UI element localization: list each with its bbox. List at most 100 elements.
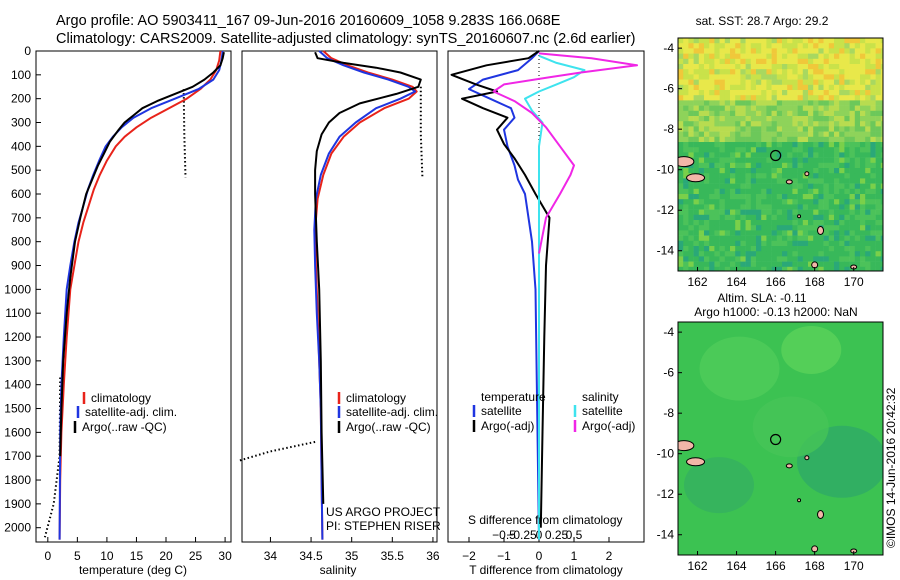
heatmap-cell bbox=[792, 235, 798, 242]
heatmap-cell bbox=[870, 126, 876, 132]
heatmap-cell bbox=[730, 84, 736, 91]
heatmap-cell bbox=[802, 90, 809, 96]
heatmap-cell bbox=[745, 100, 752, 106]
heatmap-cell bbox=[808, 64, 814, 70]
heatmap-cell bbox=[854, 53, 861, 60]
heatmap-cell bbox=[704, 266, 710, 271]
heatmap-cell bbox=[771, 100, 778, 106]
heatmap-cell bbox=[787, 147, 793, 153]
heatmap-cell bbox=[834, 53, 840, 60]
heatmap-cell bbox=[678, 261, 684, 268]
header-line-1: Argo profile: AO 5903411_167 09-Jun-2016… bbox=[56, 13, 561, 29]
heatmap-cell bbox=[787, 142, 793, 148]
heatmap-cell bbox=[808, 261, 814, 268]
island-shape bbox=[785, 463, 793, 469]
heatmap-cell bbox=[683, 225, 689, 231]
heatmap-cell bbox=[698, 251, 705, 257]
heatmap-cell bbox=[719, 90, 726, 96]
heatmap-cell bbox=[854, 214, 861, 221]
heatmap-cell bbox=[860, 64, 866, 70]
lon-tick-label: 162 bbox=[688, 559, 708, 573]
heatmap-cell bbox=[714, 266, 720, 271]
heatmap-cell bbox=[808, 178, 814, 184]
heatmap-cell bbox=[787, 256, 793, 262]
heatmap-cell bbox=[880, 235, 883, 242]
heatmap-cell bbox=[719, 225, 726, 231]
heatmap-cell bbox=[724, 74, 731, 80]
legend-label-climatology: climatology bbox=[91, 391, 151, 405]
heatmap-cell bbox=[797, 43, 804, 49]
heatmap-cell bbox=[839, 152, 845, 158]
heatmap-cell bbox=[880, 64, 883, 70]
heatmap-cell bbox=[766, 53, 772, 60]
salinity-frame bbox=[241, 50, 438, 543]
heatmap-cell bbox=[756, 240, 762, 247]
heatmap-cell bbox=[714, 240, 720, 247]
heatmap-cell bbox=[802, 178, 809, 184]
heatmap-cell bbox=[735, 173, 741, 179]
heatmap-cell bbox=[880, 214, 883, 221]
heatmap-cell bbox=[797, 225, 804, 231]
heatmap-cell bbox=[730, 147, 736, 153]
heatmap-cell bbox=[828, 162, 835, 169]
heatmap-cell bbox=[797, 121, 804, 127]
heatmap-cell bbox=[880, 204, 883, 210]
heatmap-cell bbox=[776, 69, 783, 75]
heatmap-cell bbox=[875, 235, 882, 242]
heatmap-cell bbox=[761, 90, 767, 96]
heatmap-cell bbox=[724, 235, 731, 242]
heatmap-cell bbox=[875, 131, 882, 138]
heatmap-cell bbox=[818, 235, 824, 242]
heatmap-cell bbox=[735, 194, 741, 200]
island-shape bbox=[678, 440, 695, 452]
heatmap-cell bbox=[808, 225, 814, 231]
heatmap-cell bbox=[849, 100, 856, 106]
heatmap-cell bbox=[834, 157, 840, 164]
heatmap-cell bbox=[849, 173, 856, 179]
lat-tick-label: -10 bbox=[657, 163, 675, 177]
heatmap-cell bbox=[678, 105, 684, 112]
heatmap-cell bbox=[823, 142, 830, 148]
difference-xlabel: T difference from climatology bbox=[469, 563, 623, 577]
heatmap-cell bbox=[688, 240, 694, 247]
heatmap-cell bbox=[802, 136, 809, 143]
heatmap-cell bbox=[797, 53, 804, 60]
heatmap-cell bbox=[860, 38, 866, 44]
heatmap-cell bbox=[870, 225, 876, 231]
depth-tick-label: 300 bbox=[11, 116, 31, 130]
heatmap-cell bbox=[678, 48, 684, 54]
heatmap-cell bbox=[735, 64, 741, 70]
heatmap-cell bbox=[730, 53, 736, 60]
heatmap-cell bbox=[714, 225, 720, 231]
heatmap-cell bbox=[880, 173, 883, 179]
heatmap-cell bbox=[797, 251, 804, 257]
heatmap-cell bbox=[808, 131, 814, 138]
heatmap-cell bbox=[750, 152, 757, 158]
heatmap-cell bbox=[709, 74, 715, 80]
heatmap-cell bbox=[875, 74, 882, 80]
heatmap-cell bbox=[870, 240, 876, 247]
heatmap-cell bbox=[792, 64, 798, 70]
heatmap-cell bbox=[709, 220, 715, 226]
heatmap-cell bbox=[683, 204, 689, 210]
heatmap-cell bbox=[766, 110, 772, 117]
heatmap-cell bbox=[683, 246, 689, 252]
heatmap-cell bbox=[870, 58, 876, 65]
heatmap-cell bbox=[860, 79, 866, 86]
heatmap-cell bbox=[802, 58, 809, 65]
heatmap-cell bbox=[698, 43, 705, 49]
heatmap-cell bbox=[782, 43, 788, 49]
heatmap-cell bbox=[683, 53, 689, 60]
heatmap-cell bbox=[761, 183, 767, 190]
heatmap-cell bbox=[735, 69, 741, 75]
heatmap-cell bbox=[688, 38, 694, 44]
heatmap-cell bbox=[688, 246, 694, 252]
heatmap-cell bbox=[813, 69, 819, 75]
heatmap-cell bbox=[828, 69, 835, 75]
heatmap-cell bbox=[750, 131, 757, 138]
heatmap-cell bbox=[756, 266, 762, 271]
heatmap-cell bbox=[724, 256, 731, 262]
heatmap-cell bbox=[839, 84, 845, 91]
heatmap-cell bbox=[813, 157, 819, 164]
heatmap-cell bbox=[875, 58, 882, 65]
